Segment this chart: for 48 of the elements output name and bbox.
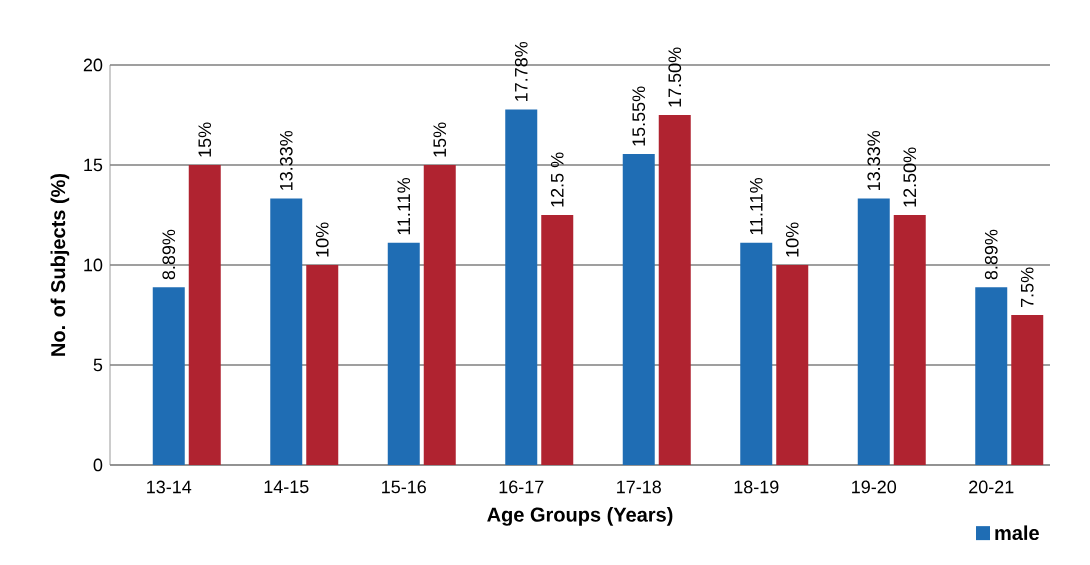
data-label: 17.50% bbox=[668, 47, 682, 107]
bar bbox=[740, 242, 773, 465]
data-label: 11.11% bbox=[397, 177, 411, 235]
data-label: 13.33% bbox=[279, 130, 293, 190]
data-label: 10% bbox=[785, 222, 799, 257]
data-label: 11.11% bbox=[749, 177, 763, 235]
x-tick-label: 16-17 bbox=[499, 480, 544, 494]
data-label: 10% bbox=[315, 222, 329, 257]
data-label: 8.89% bbox=[162, 229, 176, 280]
x-axis-title: Age Groups (Years) bbox=[487, 507, 673, 526]
data-label: 12.5 % bbox=[550, 152, 564, 207]
data-label: 17.78% bbox=[514, 41, 528, 101]
bar bbox=[270, 198, 303, 465]
y-tick-label: 20 bbox=[83, 58, 103, 72]
bar bbox=[776, 264, 809, 465]
x-tick-label: 20-21 bbox=[969, 480, 1014, 494]
bar bbox=[387, 242, 420, 465]
y-tick-label: 0 bbox=[93, 458, 103, 472]
y-tick-label: 10 bbox=[84, 258, 103, 272]
bar bbox=[505, 109, 538, 465]
data-label: 12.50% bbox=[903, 147, 917, 207]
bar bbox=[541, 214, 574, 465]
x-tick-label: 18-19 bbox=[734, 480, 779, 494]
bar bbox=[188, 164, 221, 465]
bar bbox=[857, 198, 890, 465]
x-tick-label: 19-20 bbox=[852, 480, 897, 494]
legend-label: male bbox=[995, 525, 1039, 541]
x-tick-label: 13-14 bbox=[147, 480, 192, 494]
data-label: 15% bbox=[198, 122, 212, 157]
x-tick-label: 15-16 bbox=[382, 480, 426, 494]
data-label: 15% bbox=[433, 122, 447, 157]
x-tick-label: 17-18 bbox=[617, 480, 661, 494]
y-tick-label: 5 bbox=[93, 358, 103, 372]
bar bbox=[306, 264, 339, 465]
data-label: 13.33% bbox=[867, 130, 881, 190]
data-label: 8.89% bbox=[984, 229, 998, 280]
bar bbox=[1011, 314, 1044, 465]
y-tick-label: 15 bbox=[84, 158, 103, 172]
bar bbox=[622, 153, 655, 465]
y-axis-title: No. of Subjects (%) bbox=[50, 173, 70, 356]
bar bbox=[152, 287, 185, 465]
bar bbox=[975, 287, 1008, 465]
x-tick-label: 14-15 bbox=[264, 480, 309, 494]
bar bbox=[423, 164, 456, 465]
data-label: 7.5% bbox=[1020, 267, 1034, 308]
bar bbox=[658, 114, 691, 465]
data-label: 15.55% bbox=[632, 86, 646, 146]
bar bbox=[893, 214, 926, 465]
